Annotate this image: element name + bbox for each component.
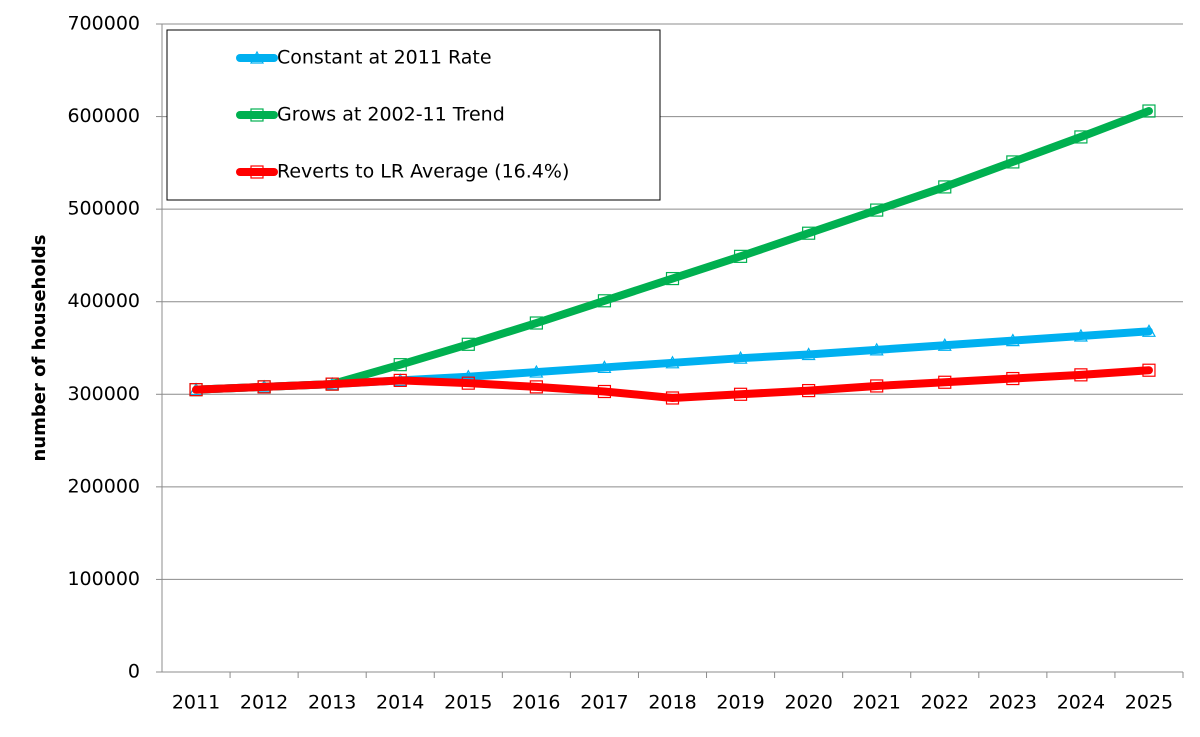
legend-marker bbox=[250, 108, 264, 122]
y-tick-label: 500000 bbox=[67, 198, 140, 220]
x-tick-label: 2018 bbox=[648, 692, 696, 714]
series-line bbox=[192, 107, 1153, 394]
x-tick-label: 2012 bbox=[240, 692, 288, 714]
x-tick-label: 2017 bbox=[580, 692, 628, 714]
point-marker bbox=[529, 380, 543, 394]
point-marker bbox=[802, 383, 816, 398]
y-tick-label: 400000 bbox=[67, 290, 140, 312]
point-marker bbox=[597, 384, 612, 399]
y-tick-label: 600000 bbox=[67, 105, 140, 127]
point-marker bbox=[733, 350, 748, 364]
point-marker bbox=[597, 360, 612, 374]
legend-marker bbox=[250, 165, 264, 179]
point-marker bbox=[665, 355, 680, 369]
x-tick-label: 2014 bbox=[376, 692, 424, 714]
point-marker bbox=[393, 358, 407, 372]
legend-marker bbox=[249, 50, 265, 64]
point-marker bbox=[869, 342, 884, 356]
x-tick-label: 2020 bbox=[784, 692, 832, 714]
point-marker bbox=[461, 337, 475, 351]
point-marker bbox=[938, 375, 952, 389]
point-marker bbox=[1142, 363, 1156, 377]
x-tick-label: 2024 bbox=[1057, 692, 1105, 714]
point-marker bbox=[733, 387, 748, 401]
x-tick-label: 2022 bbox=[921, 692, 969, 714]
x-tick-label: 2011 bbox=[172, 692, 220, 714]
point-marker bbox=[870, 203, 884, 217]
point-marker bbox=[529, 316, 543, 330]
legend-label: Reverts to LR Average (16.4%) bbox=[277, 161, 569, 183]
x-tick-label: 2021 bbox=[853, 692, 901, 714]
point-marker bbox=[529, 364, 544, 378]
point-marker bbox=[1074, 368, 1088, 382]
point-marker bbox=[801, 347, 816, 361]
y-tick-label: 300000 bbox=[67, 383, 140, 405]
series-line bbox=[192, 366, 1153, 402]
y-axis-label: number of households bbox=[29, 235, 50, 462]
y-tick-label: 200000 bbox=[67, 475, 140, 497]
point-marker bbox=[1006, 155, 1020, 169]
point-marker bbox=[257, 380, 271, 394]
x-tick-label: 2019 bbox=[716, 692, 764, 714]
point-marker bbox=[937, 337, 952, 351]
x-tick-label: 2016 bbox=[512, 692, 560, 714]
point-marker bbox=[665, 271, 680, 286]
legend-label: Constant at 2011 Rate bbox=[277, 47, 492, 69]
point-marker bbox=[597, 294, 612, 308]
point-marker bbox=[802, 226, 816, 240]
x-tick-label: 2025 bbox=[1125, 692, 1173, 714]
point-marker bbox=[938, 180, 952, 194]
point-marker bbox=[189, 383, 203, 397]
point-marker bbox=[393, 373, 407, 387]
x-tick-label: 2023 bbox=[989, 692, 1037, 714]
point-marker bbox=[733, 249, 748, 263]
point-marker bbox=[1073, 328, 1088, 342]
y-tick-label: 0 bbox=[128, 661, 140, 683]
point-marker bbox=[1142, 104, 1156, 118]
y-tick-label: 700000 bbox=[67, 13, 140, 35]
point-marker bbox=[461, 376, 475, 390]
x-tick-label: 2015 bbox=[444, 692, 492, 714]
point-marker bbox=[1005, 333, 1020, 347]
point-marker bbox=[325, 377, 339, 391]
point-marker bbox=[1006, 371, 1020, 386]
y-tick-label: 100000 bbox=[67, 568, 140, 590]
x-tick-label: 2013 bbox=[308, 692, 356, 714]
point-marker bbox=[665, 391, 680, 405]
legend-label: Grows at 2002-11 Trend bbox=[277, 104, 505, 126]
point-marker bbox=[870, 379, 884, 393]
point-marker bbox=[1074, 130, 1088, 144]
point-marker bbox=[1141, 324, 1156, 337]
